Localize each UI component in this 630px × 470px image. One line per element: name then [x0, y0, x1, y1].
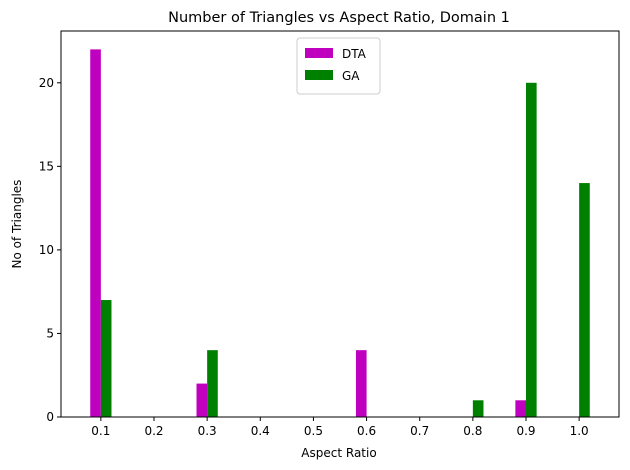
y-tick-label: 0: [46, 410, 54, 424]
x-tick-label: 0.4: [251, 424, 270, 438]
y-tick-label: 20: [39, 76, 54, 90]
legend-label-dta: DTA: [342, 47, 367, 61]
bars-group: [90, 49, 590, 417]
bar-ga-0: [100, 300, 112, 417]
x-tick-label: 1.0: [570, 424, 589, 438]
bar-ga-2: [472, 400, 484, 417]
bar-ga-1: [207, 350, 218, 417]
plot-frame: [60, 30, 620, 418]
x-tick-label: 0.5: [304, 424, 323, 438]
x-axis-label: Aspect Ratio: [301, 446, 376, 460]
bar-dta-1: [196, 383, 208, 417]
x-tick-label: 0.9: [516, 424, 535, 438]
x-tick-label: 0.7: [410, 424, 429, 438]
bar-dta-0: [90, 49, 101, 417]
x-tick-label: 0.3: [198, 424, 217, 438]
x-tick-label: 0.6: [357, 424, 376, 438]
y-axis: 0 5 10 15 20: [39, 76, 61, 424]
legend: DTA GA: [296, 37, 381, 95]
bar-ga-3: [526, 82, 537, 417]
y-axis-label: No of Triangles: [10, 180, 24, 269]
bar-dta-2: [355, 350, 367, 417]
y-tick-label: 10: [39, 243, 54, 257]
x-tick-label: 0.8: [463, 424, 482, 438]
x-tick-label: 0.1: [91, 424, 110, 438]
x-tick-label: 0.2: [144, 424, 163, 438]
chart-title: Number of Triangles vs Aspect Ratio, Dom…: [168, 10, 510, 26]
y-tick-label: 15: [39, 159, 54, 173]
bar-dta-3: [515, 400, 526, 417]
legend-swatch-dta: [305, 48, 333, 58]
legend-swatch-ga: [305, 70, 333, 80]
bar-ga-4: [579, 183, 590, 417]
legend-label-ga: GA: [342, 69, 360, 83]
x-axis: 0.1 0.2 0.3 0.4 0.5 0.6 0.7 0.8 0.9 1.0: [91, 417, 589, 438]
y-tick-label: 5: [46, 326, 54, 340]
legend-box: [296, 37, 381, 95]
